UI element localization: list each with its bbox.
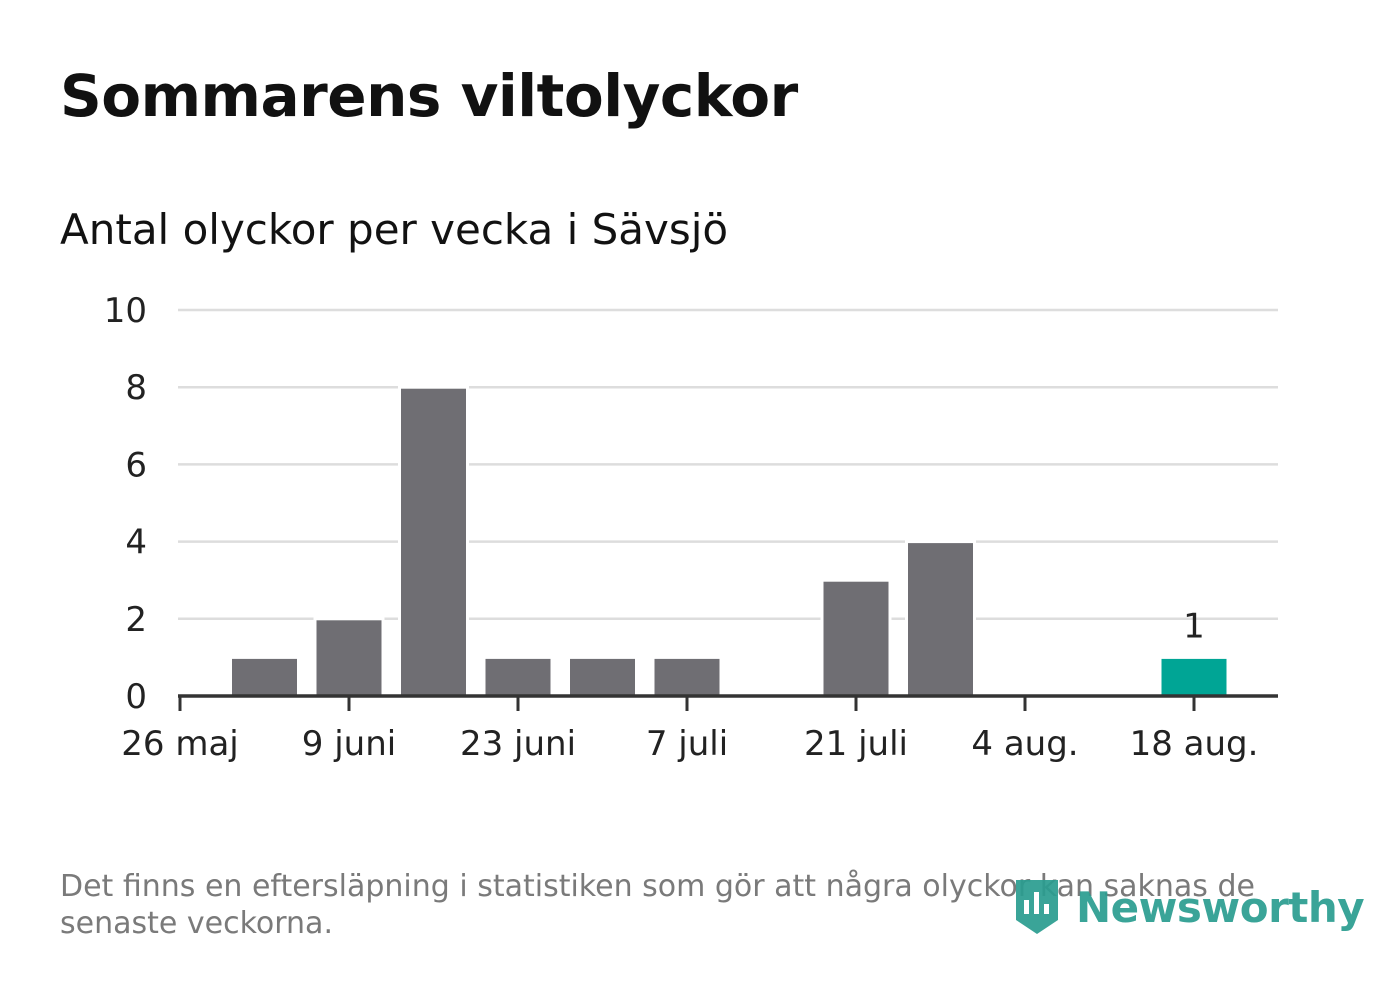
brand-logo: Newsworthy — [1012, 876, 1365, 938]
x-tick-label: 9 juni — [302, 724, 396, 764]
y-tick-label: 0 — [125, 677, 147, 717]
bar — [905, 540, 976, 698]
bar — [229, 655, 300, 698]
y-tick-label: 10 — [104, 291, 147, 331]
bar — [398, 385, 469, 698]
chart-subtitle: Antal olyckor per vecka i Sävsjö — [60, 205, 729, 254]
y-axis-labels: 0 2 4 6 8 10 — [104, 291, 147, 717]
x-tick-label: 18 aug. — [1130, 724, 1259, 764]
newsworthy-logo-icon — [1016, 880, 1058, 934]
x-tick-label: 21 juli — [804, 724, 908, 764]
y-tick-label: 6 — [125, 445, 147, 485]
bar-highlight — [1158, 655, 1230, 698]
bar — [820, 578, 892, 698]
data-label: 1 — [1183, 606, 1205, 646]
bar — [313, 617, 385, 698]
x-tick-label: 23 juni — [460, 724, 576, 764]
bar — [651, 655, 723, 698]
x-tick-label: 4 aug. — [971, 724, 1078, 764]
data-labels: 1 — [1183, 606, 1205, 646]
gridlines — [178, 308, 1278, 621]
bar — [567, 655, 638, 698]
y-tick-label: 4 — [125, 523, 147, 563]
x-axis: 26 maj 9 juni 23 juni 7 juli 21 juli 4 aug. 18… — [121, 694, 1278, 764]
x-tick-label: 26 maj — [121, 724, 238, 764]
y-tick-label: 8 — [125, 368, 147, 408]
y-tick-label: 2 — [125, 600, 147, 640]
bar — [482, 655, 554, 698]
x-tick-label: 7 juli — [646, 724, 728, 764]
chart-title: Sommarens viltolyckor — [60, 62, 798, 130]
brand-name: Newsworthy — [1076, 882, 1365, 932]
bars — [229, 385, 1230, 698]
